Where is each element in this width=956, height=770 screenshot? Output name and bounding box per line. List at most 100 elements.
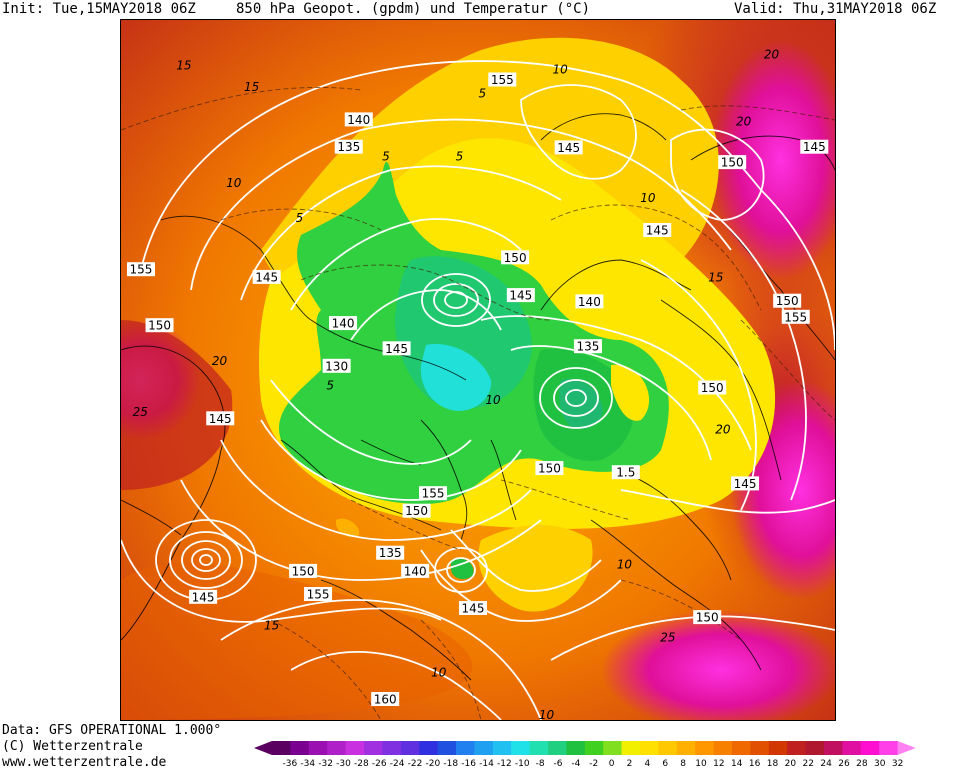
height-label-text: 155	[307, 588, 330, 602]
colorbar-tick-label: 4	[644, 759, 650, 769]
height-label-text: 150	[776, 294, 799, 308]
website: www.wetterzentrale.de	[2, 755, 167, 770]
height-label: 1.5	[611, 465, 640, 480]
colorbar-tick-label: 18	[767, 759, 779, 769]
height-label: 150	[718, 155, 747, 170]
colorbar-swatch	[566, 741, 586, 755]
height-label-text: 135	[379, 546, 402, 560]
height-label-text: 145	[209, 412, 232, 426]
height-label: 140	[401, 563, 430, 578]
height-label: 150	[535, 461, 564, 476]
colorbar-tick-label: 30	[874, 759, 886, 769]
height-label-text: 145	[385, 342, 408, 356]
colorbar-tick-label: -22	[408, 759, 423, 769]
height-label: 155	[488, 72, 517, 87]
colorbar-swatch	[529, 741, 549, 755]
temperature-label: 20	[715, 423, 731, 437]
colorbar-swatch	[308, 741, 328, 755]
height-label: 145	[643, 223, 672, 238]
temperature-label: 10	[552, 63, 568, 77]
colorbar-swatch	[511, 741, 531, 755]
colorbar-swatch	[584, 741, 604, 755]
height-label: 150	[698, 380, 727, 395]
colorbar-tick-label: 24	[820, 759, 832, 769]
height-label-text: 150	[701, 381, 724, 395]
height-label-text: 155	[491, 73, 514, 87]
height-label: 145	[800, 139, 829, 154]
height-label-text: 140	[404, 564, 427, 578]
height-label-text: 140	[347, 113, 370, 127]
height-label-text: 145	[255, 270, 278, 284]
colorbar-swatch	[805, 741, 825, 755]
colorbar-swatch	[419, 741, 439, 755]
geopotential-contours	[121, 60, 835, 720]
height-label-text: 130	[325, 359, 348, 373]
colorbar-swatch	[272, 741, 291, 755]
temperature-colorbar: -36 -34 -32 -30 -28 -26 -24 -22 -20 -18 -16 -14 -12-…	[254, 741, 916, 769]
map-title: 850 hPa Geopot. (gpdm) und Temperatur (°…	[236, 1, 591, 17]
colorbar-tick-label: 2	[627, 759, 633, 769]
height-label-text: 150	[538, 462, 561, 476]
colorbar-tick-label: -34	[300, 759, 315, 769]
height-label: 140	[329, 316, 358, 331]
colorbar-swatch	[824, 741, 843, 755]
colorbar-swatch	[474, 741, 494, 755]
height-label-text: 160	[374, 693, 397, 707]
height-label-text: 145	[462, 602, 485, 616]
colorbar-tick-label: 14	[731, 759, 743, 769]
height-label: 150	[693, 610, 722, 625]
colorbar-swatch	[860, 741, 880, 755]
height-label-text: 145	[646, 224, 669, 238]
weather-map[interactable]: 155 140 135 145 150 145 145 155 145 150 145 140 150 1…	[120, 19, 836, 721]
colorbar-right-arrow	[897, 741, 916, 755]
colorbar-tick-label: -18	[443, 759, 458, 769]
colorbar-tick-label: -28	[354, 759, 369, 769]
colorbar-tick-label: 20	[785, 759, 797, 769]
colorbar-tick-label: 32	[892, 759, 903, 769]
temperature-label: 5	[478, 87, 486, 101]
temperature-label: 15	[264, 619, 279, 633]
temperature-label: 10	[617, 558, 633, 572]
height-label-text: 150	[292, 564, 315, 578]
colorbar-swatch	[713, 741, 733, 755]
colorbar-swatch	[548, 741, 567, 755]
height-label-text: 150	[504, 251, 527, 265]
height-label: 135	[334, 139, 363, 154]
height-label-text: 150	[721, 156, 744, 170]
height-label-text: 150	[696, 611, 719, 625]
colorbar-swatch	[327, 741, 347, 755]
colorbar-tick-label: -36	[283, 759, 298, 769]
temperature-label: 25	[660, 630, 675, 644]
colorbar-tick-label: -14	[479, 759, 494, 769]
height-label-text: 145	[803, 140, 826, 154]
colorbar-tick-label: -8	[536, 759, 545, 769]
height-label-text: 140	[332, 317, 355, 331]
colorbar-tick-label: 22	[803, 759, 814, 769]
colorbar-left-arrow	[254, 741, 272, 755]
temperature-isotherms	[121, 86, 835, 720]
colorbar-swatch	[621, 741, 641, 755]
temperature-label: 5	[382, 150, 390, 164]
height-label: 145	[459, 601, 488, 616]
temperature-label: 10	[640, 191, 656, 205]
height-label-text: 155	[130, 263, 153, 277]
colorbar-swatch	[842, 741, 862, 755]
height-label: 150	[773, 293, 802, 308]
height-label-text: 155	[422, 487, 445, 501]
temperature-label: 10	[226, 176, 242, 190]
temperature-label: 10	[431, 665, 447, 679]
colorbar-tick-label: -24	[390, 759, 405, 769]
colorbar-tick-label: -4	[571, 759, 580, 769]
colorbar-swatch	[768, 741, 788, 755]
temperature-label: 15	[244, 80, 259, 94]
height-label: 145	[252, 269, 281, 284]
colorbar-swatch	[345, 741, 365, 755]
height-label: 140	[575, 294, 604, 309]
height-label-text: 145	[192, 590, 215, 604]
colorbar-tick-label: -30	[336, 759, 351, 769]
height-label: 130	[322, 358, 351, 373]
init-time: Init: Tue,15MAY2018 06Z	[2, 1, 196, 17]
colorbar-swatch	[290, 741, 310, 755]
colorbar-swatch	[750, 741, 770, 755]
